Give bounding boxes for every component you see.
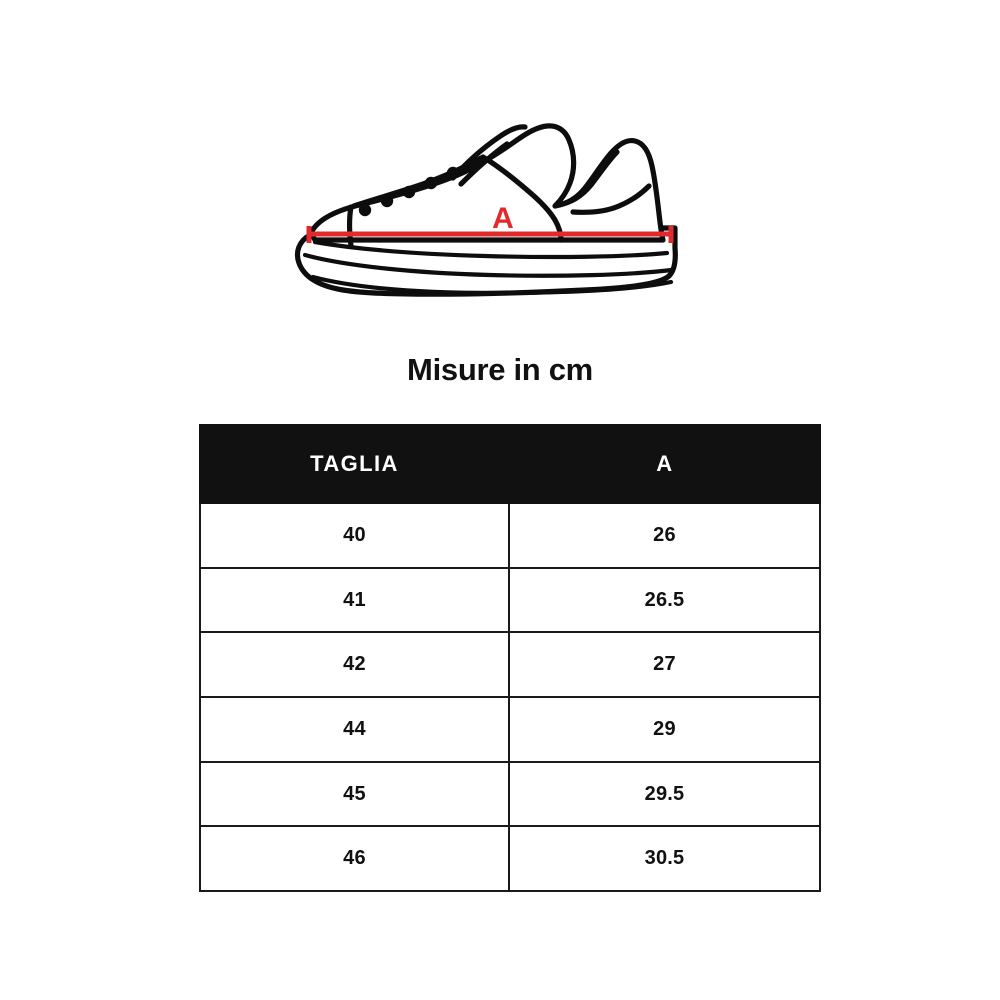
size-table: TAGLIA A 40 26 41 26.5 42 27 44 29 45 — [199, 424, 821, 893]
table-body: 40 26 41 26.5 42 27 44 29 45 29.5 46 30.… — [199, 502, 821, 893]
table-header-row: TAGLIA A — [199, 424, 821, 504]
lace-eyelet — [424, 176, 438, 190]
cell-size: 42 — [199, 631, 510, 699]
cell-a: 26 — [508, 502, 821, 569]
measurement-line-a — [306, 226, 674, 243]
cell-size: 45 — [199, 760, 510, 828]
table-row: 45 29.5 — [199, 760, 821, 828]
cell-a: 30.5 — [508, 825, 821, 893]
lace-eyelet — [380, 194, 394, 208]
lace-eyelet — [358, 203, 372, 217]
cell-size: 44 — [199, 696, 510, 763]
cell-size: 40 — [199, 502, 510, 569]
cell-a: 26.5 — [508, 566, 821, 634]
cell-a: 29.5 — [508, 760, 821, 828]
shoe-diagram: A — [255, 100, 705, 315]
measure-label-a: A — [492, 202, 514, 235]
table-row: 44 29 — [199, 696, 821, 763]
lace-eyelet — [446, 166, 460, 180]
cell-a: 27 — [508, 631, 821, 699]
table-header: TAGLIA A — [199, 424, 821, 504]
column-header-taglia: TAGLIA — [199, 424, 510, 504]
table-row: 40 26 — [199, 502, 821, 569]
page-title: Misure in cm — [407, 352, 593, 387]
table-row: 41 26.5 — [199, 566, 821, 634]
cell-size: 46 — [199, 825, 510, 893]
lace-eyelet — [402, 185, 416, 199]
column-header-a: A — [508, 424, 821, 504]
cell-size: 41 — [199, 566, 510, 634]
table-row: 46 30.5 — [199, 825, 821, 893]
cell-a: 29 — [508, 696, 821, 763]
table-row: 42 27 — [199, 631, 821, 699]
